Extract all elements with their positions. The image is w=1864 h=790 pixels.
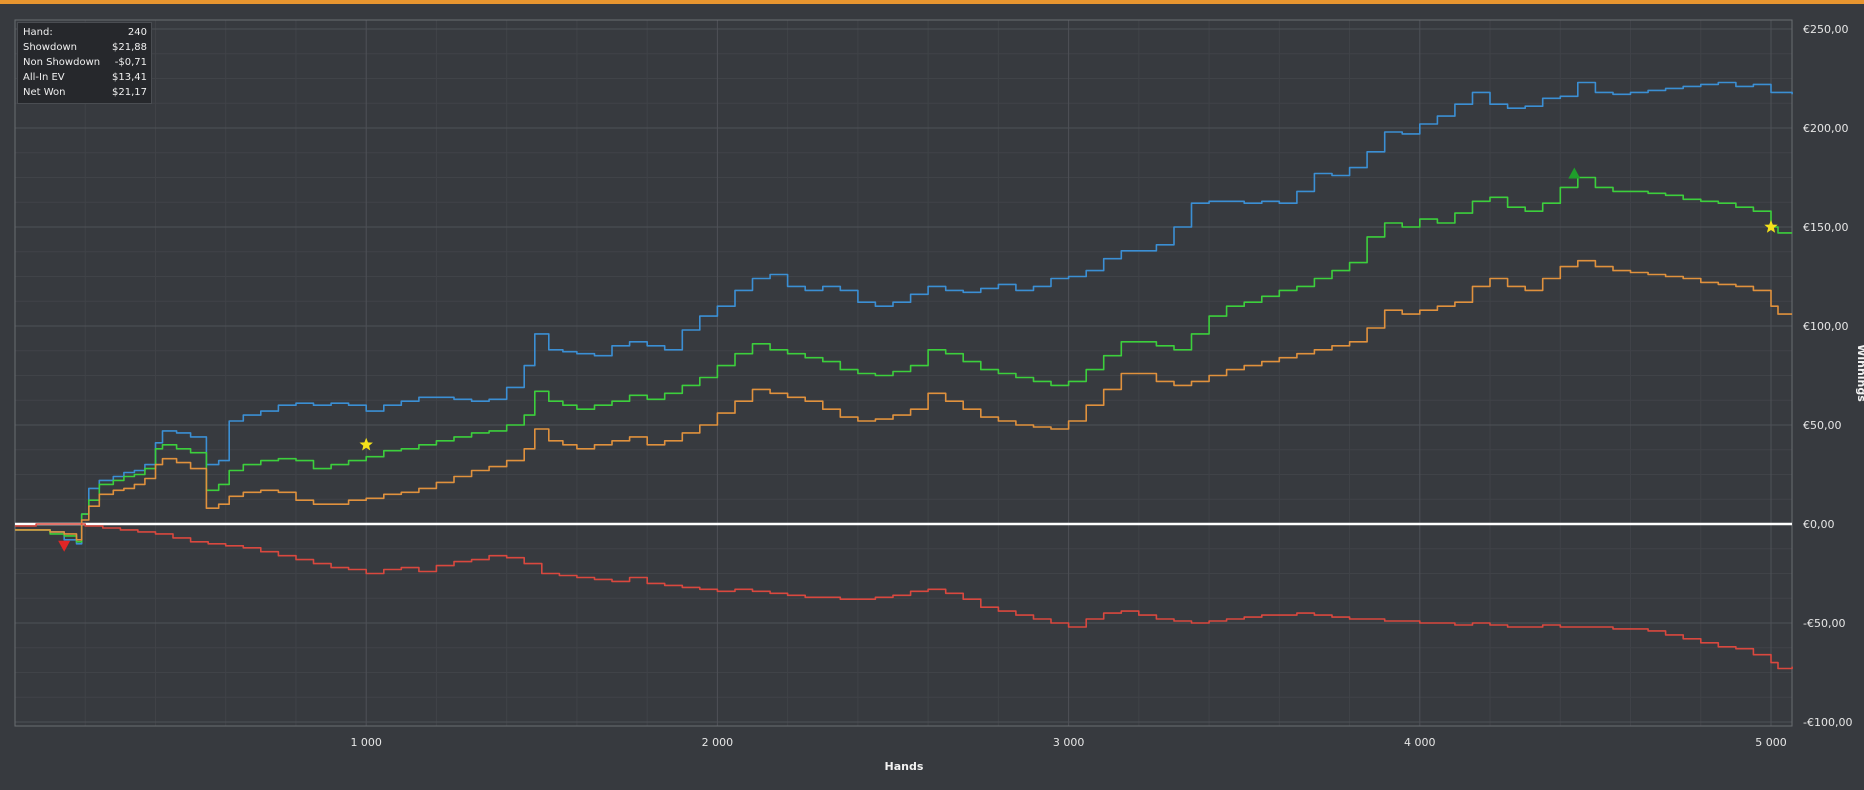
stats-row-hand: Hand: 240 — [18, 25, 151, 40]
x-axis-title: Hands — [885, 760, 924, 773]
y-axis-ticks: €250,00 €200,00 €150,00 €100,00 €50,00 €0,00 -… — [1803, 23, 1852, 729]
triangle-up-marker — [1568, 167, 1581, 179]
series-line-2 — [15, 259, 1793, 541]
y-tick-label: €100,00 — [1803, 320, 1849, 333]
y-axis-title: Winnings — [1855, 344, 1864, 402]
x-tick-label: 5 000 — [1755, 736, 1787, 749]
stats-value: $21,17 — [112, 87, 147, 98]
x-tick-label: 4 000 — [1404, 736, 1436, 749]
star-marker — [1764, 220, 1778, 233]
marker-layer — [58, 167, 1778, 552]
stats-value: -$0,71 — [114, 57, 147, 68]
stats-row-showdown: Showdown $21,88 — [18, 40, 151, 55]
stats-label: All-In EV — [23, 72, 65, 83]
stats-value: $21,88 — [112, 42, 147, 53]
x-tick-label: 1 000 — [350, 736, 382, 749]
y-tick-label: €150,00 — [1803, 221, 1849, 234]
stats-value: $13,41 — [112, 72, 147, 83]
x-axis-ticks: 1 000 2 000 3 000 4 000 5 000 — [350, 736, 1786, 749]
y-tick-label: €50,00 — [1803, 419, 1842, 432]
y-tick-label: €200,00 — [1803, 122, 1849, 135]
y-tick-label: -€50,00 — [1803, 617, 1845, 630]
y-tick-label: €250,00 — [1803, 23, 1849, 36]
y-tick-label: €0,00 — [1803, 518, 1835, 531]
x-tick-label: 3 000 — [1053, 736, 1085, 749]
series-line-0 — [15, 81, 1793, 545]
triangle-down-marker — [58, 540, 71, 552]
stats-box: Hand: 240 Showdown $21,88 Non Showdown -… — [17, 22, 152, 104]
minor-gridlines — [15, 20, 1792, 726]
series-line-3 — [15, 523, 1793, 670]
stats-row-all-in-ev: All-In EV $13,41 — [18, 70, 151, 85]
star-marker — [359, 437, 373, 451]
series-line-1 — [15, 176, 1793, 543]
y-tick-label: -€100,00 — [1803, 716, 1852, 729]
stats-label: Hand: — [23, 27, 53, 38]
plot-area-frame — [14, 19, 1793, 727]
major-gridlines — [15, 20, 1792, 726]
stats-label: Showdown — [23, 42, 77, 53]
stats-value: 240 — [127, 27, 147, 38]
top-accent-bar — [0, 0, 1864, 4]
stats-label: Net Won — [23, 87, 66, 98]
stats-row-non-showdown: Non Showdown -$0,71 — [18, 55, 151, 70]
stats-label: Non Showdown — [23, 57, 101, 68]
stats-row-net-won: Net Won $21,17 — [18, 85, 151, 100]
series-layer — [15, 81, 1793, 670]
x-tick-label: 2 000 — [702, 736, 734, 749]
